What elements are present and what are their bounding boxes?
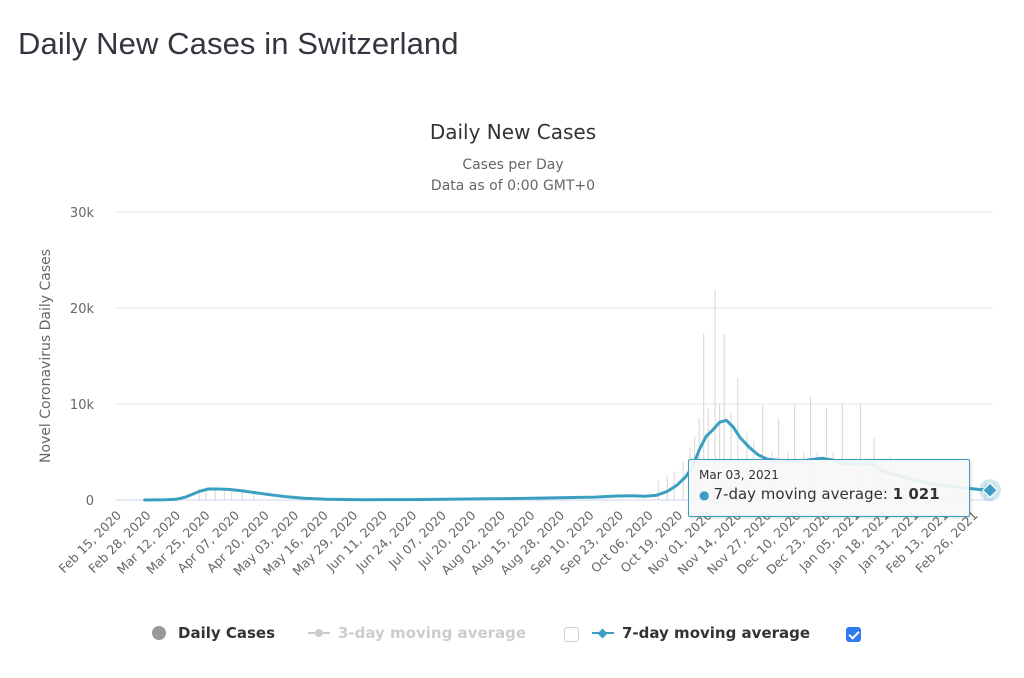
- y-tick-label: 10k: [70, 398, 95, 413]
- tooltip-date: Mar 03, 2021: [699, 468, 779, 482]
- chart: Daily New Cases Cases per Day Data as of…: [38, 120, 1001, 579]
- legend-daily-cases-label: Daily Cases: [178, 624, 276, 642]
- chart-subtitle-line-2: Data as of 0:00 GMT+0: [431, 178, 595, 194]
- tooltip-row: ● 7-day moving average: 1 021: [699, 485, 969, 503]
- legend-7-day-label: 7-day moving average: [622, 624, 811, 642]
- legend-3-day-line-icon: [308, 626, 330, 640]
- checkbox-7-day-average[interactable]: [846, 627, 861, 642]
- legend-3-day-label: 3-day moving average: [338, 624, 527, 642]
- hover-point-marker: [982, 482, 998, 498]
- tooltip: Mar 03, 2021 ● 7-day moving average: 1 02…: [688, 459, 970, 517]
- tooltip-series-dot-icon: ●: [699, 488, 710, 502]
- tooltip-label: 7-day moving average:: [713, 485, 893, 503]
- legend: Daily Cases 3-day moving average 7-day m…: [0, 620, 1024, 648]
- y-tick-label: 20k: [70, 302, 95, 317]
- y-tick-label: 0: [86, 494, 94, 509]
- legend-item-3-day-average[interactable]: 3-day moving average: [308, 624, 526, 642]
- chart-subtitle-line-1: Cases per Day: [462, 157, 563, 173]
- chart-title: Daily New Cases: [430, 120, 596, 144]
- page-title: Daily New Cases in Switzerland: [18, 26, 459, 61]
- tooltip-value: 1 021: [892, 485, 940, 503]
- checkbox-3-day-average[interactable]: [564, 627, 579, 642]
- legend-item-7-day-average[interactable]: 7-day moving average: [592, 624, 810, 642]
- y-tick-label: 30k: [70, 206, 95, 221]
- legend-7-day-line-icon: [592, 626, 614, 640]
- y-axis-label: Novel Coronavirus Daily Cases: [38, 249, 54, 463]
- legend-item-daily-cases[interactable]: Daily Cases: [152, 624, 275, 642]
- legend-daily-cases-dot-icon: [152, 626, 166, 640]
